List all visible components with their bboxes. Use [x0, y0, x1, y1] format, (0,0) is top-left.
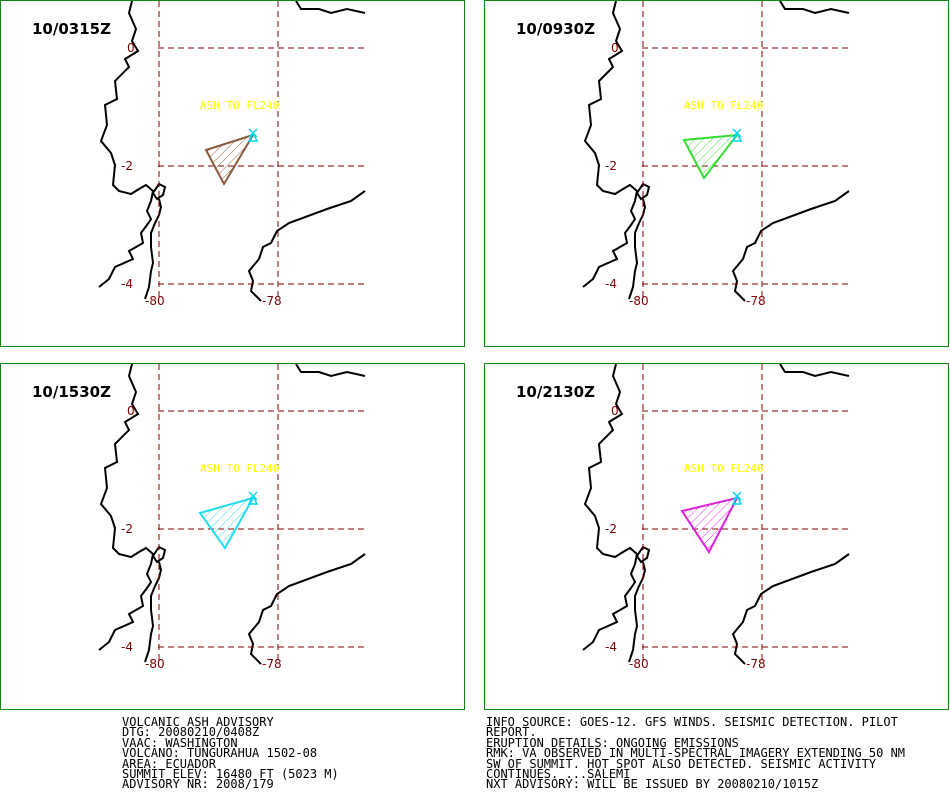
panel-time-label: 10/1530Z [32, 383, 111, 401]
advisory-area: AREA: ECUADOR [122, 756, 216, 771]
latitude-label: -4 [605, 640, 617, 654]
map-svg: 0 -2 -4 -80 -78 10/1530Z ASH TO FL240 [32, 364, 367, 671]
panel-time-label: 10/0930Z [516, 20, 595, 38]
latitude-label: -2 [605, 522, 617, 536]
map-svg: 0 -2 -4 -80 -78 10/2130Z ASH TO FL240 [516, 364, 851, 671]
longitude-label: -80 [145, 657, 165, 671]
map-panel-2: 0 -2 -4 -80 -78 10/0930Z ASH TO FL240 [484, 0, 949, 347]
latitude-label: -2 [121, 159, 133, 173]
longitude-label: -80 [629, 657, 649, 671]
latitude-label: 0 [127, 404, 135, 418]
lat-lon-grid [158, 1, 367, 299]
ash-cloud-polygon [198, 496, 256, 550]
latitude-label: -2 [605, 159, 617, 173]
ash-cloud-polygon [680, 496, 739, 554]
cross-triangle-icon [247, 491, 259, 505]
advisory-info-source: INFO SOURCE: GOES-12. GFS WINDS. SEISMIC… [486, 715, 898, 729]
map-panel-3: 0 -2 -4 -80 -78 10/1530Z ASH TO FL240 [0, 363, 465, 710]
map-panel-1: 0 -2 -4 -80 -78 10/0315Z ASH TO FL240 [0, 0, 465, 347]
coastline [582, 364, 850, 665]
panel-time-label: 10/0315Z [32, 20, 111, 38]
map-svg: 0 -2 -4 -80 -78 10/0315Z ASH TO FL240 [32, 1, 367, 308]
latitude-label: -4 [605, 277, 617, 291]
panel-time-label: 10/2130Z [516, 383, 595, 401]
map-panel-4: 0 -2 -4 -80 -78 10/2130Z ASH TO FL240 [484, 363, 949, 710]
latitude-label: -4 [121, 640, 133, 654]
longitude-label: -78 [262, 657, 282, 671]
latitude-label: 0 [611, 404, 619, 418]
advisory-info-source-cont: REPORT. [486, 725, 537, 740]
longitude-label: -78 [262, 294, 282, 308]
advisory-dtg: DTG: 20080210/0408Z [122, 725, 260, 740]
longitude-label: -78 [746, 657, 766, 671]
cross-triangle-icon [731, 491, 743, 505]
coastline [98, 364, 366, 665]
longitude-label: -80 [629, 294, 649, 308]
lat-lon-grid [158, 364, 367, 662]
advisory-summit-elev: SUMMIT ELEV: 16480 FT (5023 M) [122, 767, 339, 782]
advisory-left: VOLCANIC ASH ADVISORY DTG: 20080210/0408… [122, 715, 339, 792]
map-svg: 0 -2 -4 -80 -78 10/0930Z ASH TO FL240 [516, 1, 851, 308]
latitude-label: -2 [121, 522, 133, 536]
ash-cloud-polygon [682, 133, 740, 180]
ash-cloud-polygon [204, 133, 256, 187]
longitude-label: -80 [145, 294, 165, 308]
ash-label: ASH TO FL240 [200, 99, 279, 112]
advisory-volcano: VOLCANO: TUNGURAHUA 1502-08 [122, 746, 318, 761]
coastline [98, 1, 366, 302]
advisory-right: INFO SOURCE: GOES-12. GFS WINDS. SEISMIC… [486, 715, 906, 792]
lat-lon-grid [642, 1, 851, 299]
coastline [582, 1, 850, 302]
longitude-label: -78 [746, 294, 766, 308]
latitude-label: -4 [121, 277, 133, 291]
advisory-remarks-end: CONTINUES. ...SALEMI [486, 767, 631, 782]
advisory-vaac: VAAC: WASHINGTON [122, 735, 238, 750]
cross-triangle-icon [731, 128, 743, 142]
lat-lon-grid [642, 364, 851, 662]
ash-label: ASH TO FL240 [684, 462, 763, 475]
advisory-next: NXT ADVISORY: WILL BE ISSUED BY 20080210… [486, 777, 819, 792]
advisory-eruption-details: ERUPTION DETAILS: ONGOING EMISSIONS [486, 735, 739, 750]
latitude-label: 0 [127, 41, 135, 55]
advisory-title: VOLCANIC ASH ADVISORY [122, 715, 274, 729]
advisory-remarks: RMK: VA OBSERVED IN MULTI-SPECTRAL IMAGE… [486, 746, 906, 761]
ash-label: ASH TO FL240 [684, 99, 763, 112]
ash-label: ASH TO FL240 [200, 462, 279, 475]
cross-triangle-icon [247, 128, 259, 142]
latitude-label: 0 [611, 41, 619, 55]
advisory-number: ADVISORY NR: 2008/179 [122, 777, 274, 792]
advisory-remarks-cont: SW OF SUMMIT. HOT SPOT ALSO DETECTED. SE… [486, 756, 877, 771]
